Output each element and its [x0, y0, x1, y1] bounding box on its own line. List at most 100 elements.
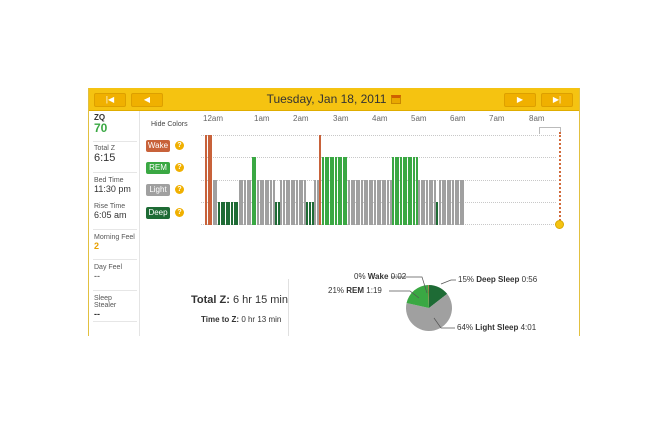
light-bar — [462, 180, 465, 225]
rem-help-icon[interactable]: ? — [175, 163, 184, 172]
light-bar — [441, 180, 444, 225]
light-bar — [418, 180, 421, 225]
light-bar — [444, 180, 447, 225]
first-night-button[interactable]: |◀ — [94, 93, 126, 107]
light-bar — [270, 180, 272, 225]
hour-label: 3am — [333, 114, 349, 123]
light-bar — [459, 180, 462, 225]
deep-help-icon[interactable]: ? — [175, 208, 184, 217]
rem-bar — [405, 157, 408, 225]
light-bar — [452, 180, 454, 225]
rem-bar — [407, 157, 410, 225]
deep-pie-label: 15% Deep Sleep 0:56 — [458, 275, 537, 284]
day-feel-label: Day Feel — [94, 264, 123, 271]
light-bar — [457, 180, 460, 225]
light-bar — [423, 180, 426, 225]
total-z-label: Total Z — [94, 145, 116, 152]
grid-line — [201, 157, 556, 158]
current-time-handle[interactable] — [555, 220, 564, 229]
rem-pct: 21% — [328, 286, 345, 295]
stats-sidebar: ZQ 70 Total Z 6:15 Bed Time 11:30 pm Ris… — [89, 111, 140, 336]
hide-colors-link[interactable]: Hide Colors — [151, 121, 188, 128]
light-bar — [454, 180, 457, 225]
rem-bar — [332, 157, 335, 225]
summary-divider — [288, 279, 289, 336]
deep-bar — [218, 202, 220, 225]
deep-leader-line — [440, 279, 456, 285]
light-bar — [238, 180, 241, 225]
light-bar — [368, 180, 371, 225]
deep-bar — [228, 202, 231, 225]
time-to-z-label: Time to Z: — [201, 315, 240, 324]
previous-night-button[interactable]: ◀ — [131, 93, 163, 107]
wake-stage-toggle[interactable]: Wake — [146, 140, 170, 152]
light-bar — [249, 180, 252, 225]
sleep-stealer-value: -- — [94, 309, 100, 319]
light-bar — [296, 180, 298, 225]
deep-bar — [306, 202, 309, 225]
deep-bar — [436, 202, 439, 225]
deep-bar — [236, 202, 239, 225]
light-bar — [384, 180, 387, 225]
time-to-z-value: 0 hr 13 min — [241, 315, 282, 324]
wake-pct: 0% — [354, 272, 366, 281]
date-navigation-bar: |◀ ◀ Tuesday, Jan 18, 2011 ▶ ▶| — [89, 88, 579, 111]
light-bar — [381, 180, 384, 225]
rem-bar — [413, 157, 415, 225]
sleep-stealer-stat: Sleep Stealer -- — [94, 295, 136, 319]
light-bar — [348, 180, 350, 225]
rem-slice — [406, 285, 429, 308]
rem-bar — [340, 157, 343, 225]
zq-value: 70 — [94, 121, 108, 135]
light-stage-toggle[interactable]: Light — [146, 184, 170, 196]
light-bar — [361, 180, 363, 225]
calendar-icon[interactable] — [391, 95, 402, 104]
bed-time-stat: Bed Time 11:30 pm — [94, 177, 136, 194]
wake-bar — [207, 135, 210, 225]
light-bar — [280, 180, 283, 225]
deep-bar — [223, 202, 226, 225]
morning-feel-stat: Morning Feel 2 — [94, 234, 136, 251]
rem-bar — [335, 157, 337, 225]
rem-bar — [327, 157, 330, 225]
light-bar — [439, 180, 441, 225]
day-feel-stat: Day Feel -- — [94, 264, 136, 281]
rem-bar — [410, 157, 413, 225]
deep-time: 0:56 — [521, 275, 538, 284]
rem-bar — [402, 157, 405, 225]
light-bar — [376, 180, 379, 225]
wake-help-icon[interactable]: ? — [175, 141, 184, 150]
light-bar — [353, 180, 356, 225]
light-help-icon[interactable]: ? — [175, 185, 184, 194]
stat-divider — [93, 172, 137, 173]
rem-bar — [415, 157, 418, 225]
rem-bar — [397, 157, 400, 225]
light-bar — [272, 180, 275, 225]
light-bar — [290, 180, 293, 225]
light-bar — [259, 180, 262, 225]
light-bar — [215, 180, 218, 225]
bed-time-label: Bed Time — [94, 177, 124, 184]
last-night-button[interactable]: ▶| — [541, 93, 573, 107]
stat-divider — [93, 229, 137, 230]
deep-bar — [311, 202, 314, 225]
rem-stage-toggle[interactable]: REM — [146, 162, 170, 174]
light-bar — [358, 180, 361, 225]
stat-divider — [93, 321, 137, 322]
total-z-summary-value: 6 hr 15 min — [232, 294, 288, 306]
hour-label: 4am — [372, 114, 388, 123]
bed-time-value: 11:30 pm — [94, 184, 131, 194]
light-bar — [293, 180, 296, 225]
rise-time-value: 6:05 am — [94, 210, 127, 220]
rem-bar — [342, 157, 345, 225]
stat-divider — [93, 290, 137, 291]
day-feel-value: -- — [94, 271, 100, 281]
morning-feel-value: 2 — [94, 241, 100, 251]
rem-bar — [392, 157, 395, 225]
deep-stage-toggle[interactable]: Deep — [146, 207, 170, 219]
hour-label: 7am — [489, 114, 505, 123]
wake-name: Wake — [367, 272, 389, 281]
next-night-button[interactable]: ▶ — [504, 93, 536, 107]
light-bar — [241, 180, 244, 225]
light-pct: 64% — [457, 323, 474, 332]
